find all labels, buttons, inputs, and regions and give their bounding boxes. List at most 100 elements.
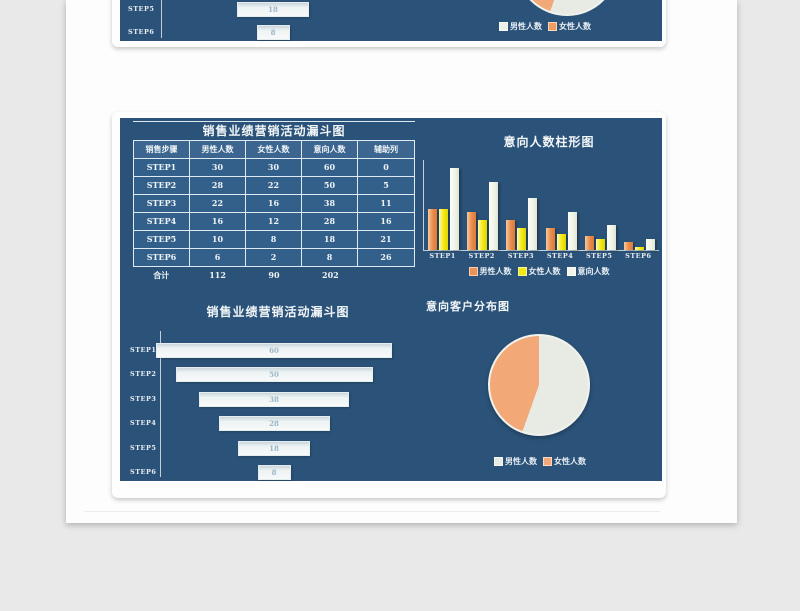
- bar-男性人数: [506, 220, 516, 250]
- legend-swatch: [548, 22, 557, 31]
- pie-chart: 意向客户分布图 男性人数 女性人数: [420, 296, 660, 478]
- funnel-bar: 60: [156, 343, 392, 358]
- funnel-bar: 18: [238, 440, 310, 456]
- bar-category-label: STEP1: [429, 252, 456, 260]
- table-cell: STEP1: [134, 159, 190, 177]
- table-total-cell: 112: [209, 270, 226, 280]
- legend-item: 女性人数: [517, 266, 561, 277]
- table-cell: 2: [246, 249, 302, 266]
- bar-女性人数: [517, 228, 527, 250]
- funnel-bar: 8: [257, 465, 291, 480]
- table-cell: 10: [190, 231, 246, 249]
- bar-意向人数: [645, 239, 655, 250]
- bar-category-label: STEP3: [507, 252, 535, 260]
- legend-swatch: [517, 267, 527, 276]
- table-header-cell: 女性人数: [246, 141, 302, 159]
- bar-category-label: STEP4: [546, 252, 574, 260]
- table-cell: STEP3: [134, 195, 190, 213]
- bar-group: [623, 239, 655, 250]
- legend-swatch: [494, 457, 503, 466]
- table-total-cell: 90: [268, 270, 280, 280]
- top-dashboard-panel: 男性人数 女性人数 18 STEP5 8 STEP6: [120, 0, 662, 41]
- bar-意向人数: [567, 212, 577, 250]
- table-cell: 8: [246, 231, 302, 249]
- table-title: 销售业绩营销活动漏斗图: [133, 121, 415, 140]
- legend-swatch: [499, 22, 508, 31]
- sales-table: 销售业绩营销活动漏斗图 销售步骤 男性人数 女性人数 意向人数 辅助列 STEP1 30 30…: [133, 121, 415, 284]
- table-cell: 16: [190, 213, 246, 231]
- bar-group: [506, 198, 538, 250]
- table-cell: 6: [190, 249, 246, 266]
- legend-label: 男性人数: [510, 21, 542, 31]
- table-cell: STEP4: [134, 213, 190, 231]
- table-total-cell: 202: [322, 270, 339, 280]
- intent-bar-chart: 意向人数柱形图 STEP1 STEP2 STEP3 STEP4 STEP5 STEP6 男…: [416, 130, 662, 290]
- funnel-chart: 销售业绩营销活动漏斗图 60 50 38 28 18 8 STEP1 STEP2 STEP3 S…: [128, 303, 428, 480]
- top-pie-fragment: [515, 0, 619, 16]
- funnel-category-label: STEP4: [130, 419, 157, 428]
- table-cell: 26: [358, 249, 414, 266]
- bar-chart-plot: [423, 160, 659, 251]
- legend-label: 女性人数: [554, 456, 586, 466]
- bar-category-label: STEP2: [468, 252, 495, 260]
- table-cell: 22: [246, 177, 302, 195]
- pie-chart-title: 意向客户分布图: [426, 300, 510, 313]
- bar-group: [467, 182, 499, 250]
- top-funnel-category-label: STEP5: [128, 5, 155, 13]
- funnel-category-label: STEP1: [130, 346, 157, 354]
- top-funnel-bar: 18: [237, 2, 309, 17]
- pie-legend: 男性人数 女性人数: [420, 456, 660, 467]
- table-cell: 22: [190, 195, 246, 213]
- legend-item: 男性人数: [499, 21, 542, 32]
- table-cell: 8: [302, 249, 358, 266]
- bar-男性人数: [545, 228, 555, 250]
- table-cell: 16: [358, 213, 414, 231]
- bar-男性人数: [428, 209, 438, 250]
- table-cell: 28: [302, 213, 358, 231]
- bar-chart-title: 意向人数柱形图: [503, 135, 595, 149]
- legend-item: 男性人数: [468, 266, 512, 277]
- legend-label: 意向人数: [577, 266, 610, 276]
- legend-label: 男性人数: [479, 266, 512, 276]
- legend-swatch: [566, 267, 576, 276]
- bar-女性人数: [478, 220, 488, 250]
- funnel-plot: 60 50 38 28 18 8: [156, 331, 421, 480]
- sales-table-grid: 销售步骤 男性人数 女性人数 意向人数 辅助列 STEP1 30 30 60 0 STEP2 28 22…: [133, 140, 415, 267]
- legend-swatch: [543, 457, 552, 466]
- funnel-category-label: STEP6: [130, 468, 157, 476]
- legend-item: 意向人数: [566, 266, 610, 277]
- table-cell: 60: [302, 159, 358, 177]
- table-header-cell: 意向人数: [302, 141, 358, 159]
- page-stack-edge: [84, 511, 660, 512]
- funnel-bar: 28: [218, 416, 330, 432]
- bar-女性人数: [556, 234, 566, 250]
- legend-label: 女性人数: [559, 21, 591, 31]
- bar-chart-categories: STEP1 STEP2 STEP3 STEP4 STEP5 STEP6: [423, 252, 658, 260]
- funnel-category-label: STEP2: [130, 370, 157, 379]
- legend-label: 男性人数: [505, 456, 537, 466]
- bar-意向人数: [489, 182, 499, 250]
- main-dashboard-panel: 销售业绩营销活动漏斗图 销售步骤 男性人数 女性人数 意向人数 辅助列 STEP1 30 30…: [120, 118, 662, 481]
- table-cell: 5: [358, 177, 414, 195]
- bar-男性人数: [467, 212, 477, 250]
- funnel-category-label: STEP5: [130, 443, 157, 452]
- table-cell: 30: [190, 159, 246, 177]
- table-header-cell: 男性人数: [190, 141, 246, 159]
- table-header-cell: 销售步骤: [134, 141, 190, 159]
- bar-意向人数: [528, 198, 538, 250]
- bar-category-label: STEP5: [586, 252, 613, 260]
- table-cell: 50: [302, 177, 358, 195]
- legend-item: 男性人数: [494, 456, 537, 467]
- bar-男性人数: [623, 242, 633, 250]
- table-cell: 12: [246, 213, 302, 231]
- bar-legend: 男性人数 女性人数 意向人数: [416, 266, 662, 277]
- bar-category-label: STEP6: [625, 252, 652, 260]
- table-total-row: 合计 112 90 202: [133, 267, 415, 284]
- table-cell: 0: [358, 159, 414, 177]
- legend-swatch: [468, 267, 478, 276]
- pie-graphic: [488, 334, 590, 436]
- top-legend: 男性人数 女性人数: [450, 21, 640, 32]
- legend-item: 女性人数: [548, 21, 591, 32]
- bar-女性人数: [595, 239, 605, 250]
- table-cell: 38: [302, 195, 358, 213]
